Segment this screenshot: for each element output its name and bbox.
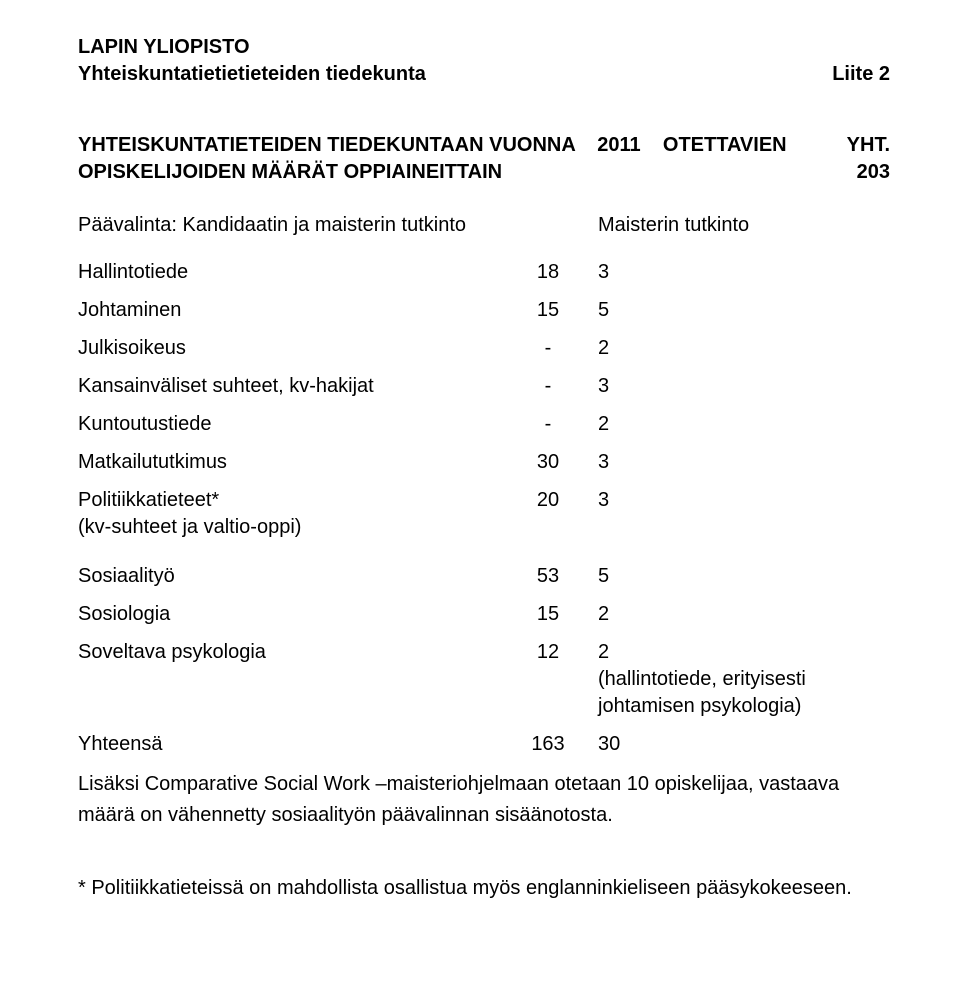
row-value-2: 5 — [598, 297, 890, 324]
faculty-name: Yhteiskuntatietietieteiden tiedekunta — [78, 61, 426, 88]
row-value-1: 30 — [498, 449, 598, 476]
total-label: Yhteensä — [78, 731, 498, 758]
document-page: LAPIN YLIOPISTO Yhteiskuntatietietieteid… — [0, 0, 960, 944]
title-line2: OPISKELIJOIDEN MÄÄRÄT OPPIAINEITTAIN — [78, 161, 502, 183]
table-row: Kansainväliset suhteet, kv-hakijat-3 — [78, 373, 890, 400]
row-value-1: 15 — [498, 601, 598, 628]
row-label: Sosiologia — [78, 601, 498, 628]
row-value-2: 3 — [598, 487, 890, 514]
row-value-2: 2 — [598, 411, 890, 438]
main-title-total: YHT. 203 — [847, 132, 890, 186]
row-value-1: 53 — [498, 563, 598, 590]
table-row: Soveltava psykologia122(hallintotiede, e… — [78, 639, 890, 720]
title-otettavien: OTETTAVIEN — [663, 134, 787, 156]
row-label: Soveltava psykologia — [78, 639, 498, 666]
row-label: Julkisoikeus — [78, 335, 498, 362]
title-year: 2011 — [597, 134, 640, 156]
row-label: Sosiaalityö — [78, 563, 498, 590]
row-label: Johtaminen — [78, 297, 498, 324]
row-value-1: - — [498, 335, 598, 362]
row-value-2: 5 — [598, 563, 890, 590]
row-value-1: - — [498, 373, 598, 400]
table-row: Julkisoikeus-2 — [78, 335, 890, 362]
table-row: Politiikkatieteet*(kv-suhteet ja valtio-… — [78, 487, 890, 541]
faculty-row: Yhteiskuntatietietieteiden tiedekunta Li… — [78, 61, 890, 88]
row-label: Matkailututkimus — [78, 449, 498, 476]
table-row: Kuntoutustiede-2 — [78, 411, 890, 438]
note-paragraph: Lisäksi Comparative Social Work –maister… — [78, 769, 890, 831]
table-row: Johtaminen155 — [78, 297, 890, 324]
row-sublabel: (kv-suhteet ja valtio-oppi) — [78, 516, 301, 538]
table-row: Hallintotiede183 — [78, 259, 890, 286]
row-value-2: 2 — [598, 601, 890, 628]
subheader-left: Päävalinta: Kandidaatin ja maisterin tut… — [78, 212, 498, 239]
row-label: Politiikkatieteet*(kv-suhteet ja valtio-… — [78, 487, 498, 541]
main-title: YHTEISKUNTATIETEIDEN TIEDEKUNTAAN VUONNA… — [78, 132, 890, 186]
row-value-2: 2 — [598, 335, 890, 362]
org-name: LAPIN YLIOPISTO — [78, 34, 890, 61]
row-value-2: 3 — [598, 259, 890, 286]
yht-total: 203 — [857, 161, 890, 183]
subheader-right: Maisterin tutkinto — [598, 212, 890, 239]
total-row: Yhteensä16330 — [78, 731, 890, 758]
row-value-2: 3 — [598, 373, 890, 400]
appendix-label: Liite 2 — [832, 61, 890, 88]
subject-table: Hallintotiede183Johtaminen155Julkisoikeu… — [78, 259, 890, 758]
row-value-1: 15 — [498, 297, 598, 324]
row-value-1: 12 — [498, 639, 598, 666]
row-value-1: 18 — [498, 259, 598, 286]
total-value-1: 163 — [498, 731, 598, 758]
total-value-2: 30 — [598, 731, 890, 758]
row-label: Kuntoutustiede — [78, 411, 498, 438]
row-value-1: - — [498, 411, 598, 438]
yht-label: YHT. — [847, 134, 890, 156]
table-row: Sosiaalityö535 — [78, 563, 890, 590]
row-value-2: 3 — [598, 449, 890, 476]
row-label: Hallintotiede — [78, 259, 498, 286]
row-value-1: 20 — [498, 487, 598, 514]
title-line1: YHTEISKUNTATIETEIDEN TIEDEKUNTAAN VUONNA — [78, 134, 575, 156]
main-title-text: YHTEISKUNTATIETEIDEN TIEDEKUNTAAN VUONNA… — [78, 132, 847, 186]
subheader-row: Päävalinta: Kandidaatin ja maisterin tut… — [78, 212, 890, 239]
subheader-spacer — [498, 212, 598, 239]
row-value-2: 2(hallintotiede, erityisestijohtamisen p… — [598, 639, 890, 720]
table-row: Sosiologia152 — [78, 601, 890, 628]
row-label: Kansainväliset suhteet, kv-hakijat — [78, 373, 498, 400]
footnote: * Politiikkatieteissä on mahdollista osa… — [78, 873, 890, 904]
table-row: Matkailututkimus303 — [78, 449, 890, 476]
